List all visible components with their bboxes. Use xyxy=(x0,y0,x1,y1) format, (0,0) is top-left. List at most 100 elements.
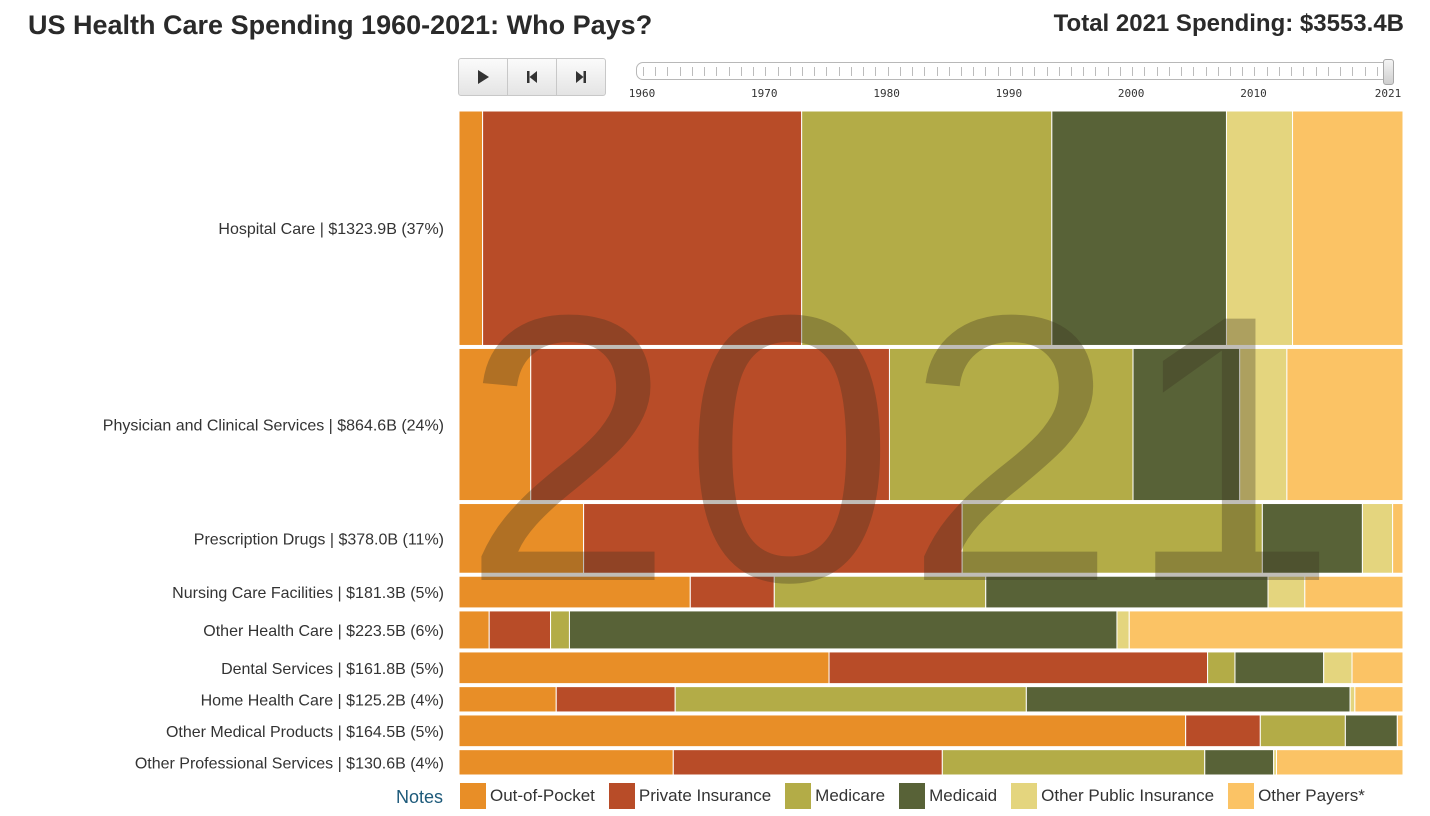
slider-tick xyxy=(789,67,791,76)
slider-tick xyxy=(1022,67,1024,76)
mosaic-cell[interactable] xyxy=(1132,347,1241,502)
mosaic-cell[interactable] xyxy=(1051,110,1227,346)
mosaic-cell[interactable] xyxy=(828,651,1209,685)
legend-label: Medicare xyxy=(815,786,886,805)
slider-tick xyxy=(1119,67,1121,76)
slider-tick xyxy=(936,67,938,76)
legend-item[interactable]: Medicare xyxy=(785,783,885,809)
slider-tick xyxy=(960,67,962,76)
slider-tick xyxy=(948,67,950,76)
mosaic-cell[interactable] xyxy=(458,503,585,574)
slider-tick xyxy=(1168,67,1170,76)
mosaic-cell[interactable] xyxy=(568,610,1118,650)
slider-tick xyxy=(1107,67,1109,76)
mosaic-cell[interactable] xyxy=(488,610,552,650)
slider-tick xyxy=(753,67,755,76)
step-forward-button[interactable] xyxy=(557,59,605,95)
mosaic-cell[interactable] xyxy=(1344,714,1398,748)
mosaic-cell[interactable] xyxy=(458,749,674,776)
mosaic-cell[interactable] xyxy=(1225,110,1294,346)
mosaic-cell[interactable] xyxy=(482,110,803,346)
mosaic-cell[interactable] xyxy=(1261,503,1363,574)
slider-tick xyxy=(1376,67,1378,76)
step-back-button[interactable] xyxy=(508,59,557,95)
mosaic-cell[interactable] xyxy=(458,347,532,502)
legend-swatch xyxy=(899,783,926,809)
mosaic-cell[interactable] xyxy=(773,575,987,609)
legend-item[interactable]: Private Insurance xyxy=(608,783,772,809)
mosaic-cell[interactable] xyxy=(1392,503,1404,574)
mosaic-cell[interactable] xyxy=(1286,347,1404,502)
mosaic-cell[interactable] xyxy=(1239,347,1288,502)
mosaic-cell[interactable] xyxy=(458,714,1187,748)
row-label: Dental Services | $161.8B (5%) xyxy=(221,661,444,678)
mosaic-cell[interactable] xyxy=(1349,686,1356,713)
mosaic-cell[interactable] xyxy=(1361,503,1394,574)
legend-item[interactable]: Medicaid xyxy=(899,783,997,809)
slider-tick xyxy=(1144,67,1146,76)
mosaic-cell[interactable] xyxy=(1292,110,1404,346)
mosaic-cell[interactable] xyxy=(672,749,943,776)
slider-tick xyxy=(1278,67,1280,76)
slider-tick xyxy=(1266,67,1268,76)
mosaic-cell[interactable] xyxy=(689,575,775,609)
slider-tick xyxy=(1315,67,1317,76)
mosaic-cell[interactable] xyxy=(1396,714,1404,748)
mosaic-cell[interactable] xyxy=(1116,610,1130,650)
mosaic-cell[interactable] xyxy=(1234,651,1325,685)
mosaic-cell[interactable] xyxy=(458,110,484,346)
mosaic-cell[interactable] xyxy=(1304,575,1404,609)
mosaic-cell[interactable] xyxy=(1204,749,1275,776)
mosaic-cell[interactable] xyxy=(1323,651,1353,685)
mosaic-cell[interactable] xyxy=(1267,575,1306,609)
mosaic-cell[interactable] xyxy=(1025,686,1351,713)
mosaic-cell[interactable] xyxy=(801,110,1053,346)
play-button[interactable] xyxy=(459,59,508,95)
mosaic-cell[interactable] xyxy=(530,347,890,502)
slider-tick xyxy=(1156,67,1158,76)
mosaic-cell[interactable] xyxy=(555,686,676,713)
notes-link[interactable]: Notes xyxy=(395,787,443,807)
row-label: Other Health Care | $223.5B (6%) xyxy=(203,623,444,640)
legend-swatch xyxy=(1228,783,1255,809)
mosaic-cell[interactable] xyxy=(583,503,963,574)
mosaic-cell[interactable] xyxy=(1185,714,1261,748)
mosaic-cell[interactable] xyxy=(985,575,1269,609)
mosaic-cell[interactable] xyxy=(888,347,1134,502)
slider-tick xyxy=(1034,67,1036,76)
mosaic-cell[interactable] xyxy=(961,503,1263,574)
year-slider-handle[interactable] xyxy=(1383,59,1394,85)
mosaic-cell[interactable] xyxy=(1259,714,1346,748)
mosaic-cell[interactable] xyxy=(458,651,830,685)
slider-tick xyxy=(1303,67,1305,76)
mosaic-cell[interactable] xyxy=(674,686,1027,713)
mosaic-cell[interactable] xyxy=(1128,610,1404,650)
total-spending-label: Total 2021 Spending: $3553.4B xyxy=(1053,10,1404,37)
slider-tick xyxy=(1364,67,1366,76)
mosaic-cell[interactable] xyxy=(1351,651,1404,685)
row-label: Other Professional Services | $130.6B (4… xyxy=(135,755,444,772)
mosaic-cell[interactable] xyxy=(458,686,557,713)
slider-tick xyxy=(1071,67,1073,76)
legend-label: Other Payers* xyxy=(1258,786,1365,805)
year-slider-track[interactable] xyxy=(636,59,1394,85)
slider-tick xyxy=(1181,67,1183,76)
slider-tick xyxy=(716,67,718,76)
mosaic-cell[interactable] xyxy=(458,575,691,609)
legend-item[interactable]: Other Public Insurance xyxy=(1011,783,1214,809)
legend-item[interactable]: Other Payers* xyxy=(1228,783,1365,809)
mosaic-cell[interactable] xyxy=(1207,651,1236,685)
playback-controls xyxy=(458,58,606,96)
mosaic-cell[interactable] xyxy=(1276,749,1404,776)
slider-tick xyxy=(679,67,681,76)
mosaic-cell[interactable] xyxy=(550,610,570,650)
slider-tick xyxy=(1083,67,1085,76)
mosaic-cell[interactable] xyxy=(458,610,490,650)
legend-label: Private Insurance xyxy=(638,786,772,805)
mosaic-cell[interactable] xyxy=(1354,686,1404,713)
slider-tick xyxy=(1327,67,1329,76)
legend-item[interactable]: Out-of-Pocket xyxy=(460,783,595,809)
legend: Notes Out-of-Pocket Private Insurance Medi… xyxy=(0,782,1430,812)
mosaic-cell[interactable] xyxy=(941,749,1206,776)
legend-label: Medicaid xyxy=(929,786,998,805)
